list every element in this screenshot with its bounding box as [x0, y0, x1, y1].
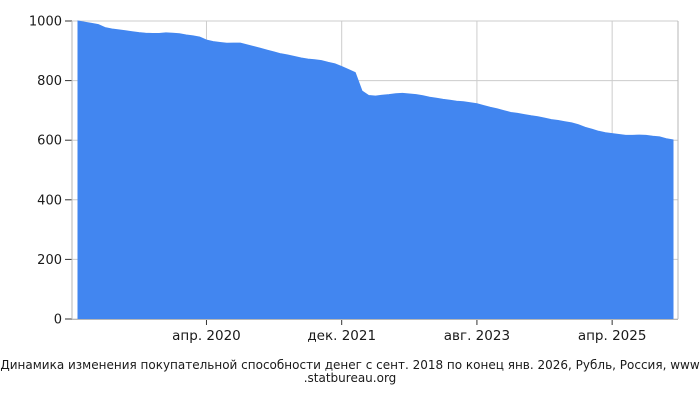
- chart-caption: Динамика изменения покупательной способн…: [0, 359, 700, 385]
- y-tick-label: 800: [37, 74, 62, 89]
- chart-caption-line1: Динамика изменения покупательной способн…: [0, 358, 700, 372]
- x-tick-label: авг. 2023: [444, 328, 510, 344]
- y-tick-label: 1000: [29, 15, 62, 30]
- x-tick-label: дек. 2021: [307, 328, 376, 344]
- x-tick-label: апр. 2025: [578, 328, 647, 344]
- purchasing-power-area-series: [77, 20, 674, 320]
- y-tick-label: 0: [54, 313, 62, 328]
- x-tick-label: апр. 2020: [172, 328, 241, 344]
- chart-caption-line2: .statbureau.org: [303, 371, 397, 385]
- y-tick-label: 200: [37, 253, 62, 268]
- y-tick-label: 600: [37, 134, 62, 149]
- y-tick-label: 400: [37, 193, 62, 208]
